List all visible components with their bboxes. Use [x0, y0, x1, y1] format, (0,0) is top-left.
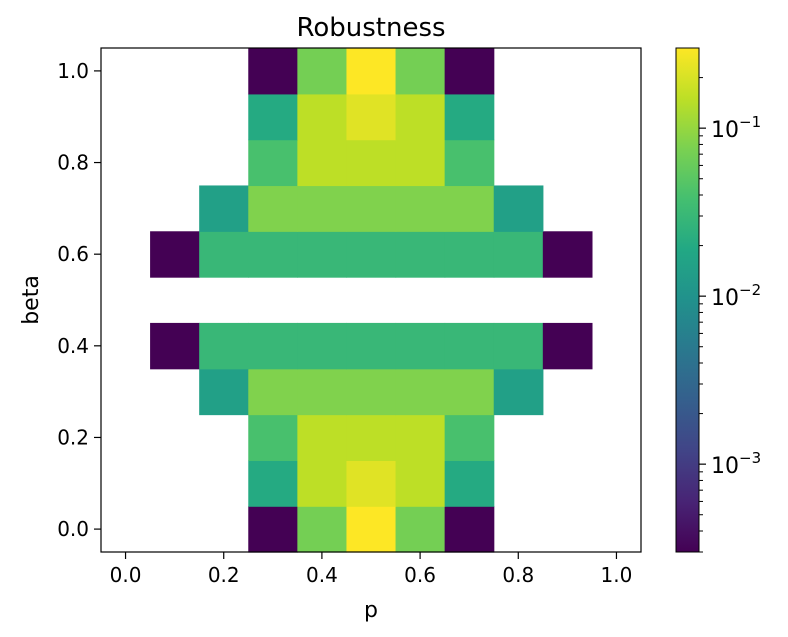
heatmap-cell — [297, 93, 348, 141]
heatmap-cell — [248, 322, 298, 370]
colorbar-tick-label: 10−3 — [711, 449, 761, 479]
heatmap-cell — [346, 139, 397, 187]
heatmap-cell — [346, 322, 397, 370]
heatmap-cells — [150, 48, 593, 553]
heatmap-cell — [297, 48, 348, 95]
heatmap-cell — [444, 231, 495, 278]
colorbar — [675, 47, 700, 553]
x-tick-label: 0.8 — [502, 563, 534, 587]
colorbar-tick-label: 10−1 — [711, 113, 761, 143]
colorbar-axis: 10−3 10−2 10−1 — [699, 77, 761, 553]
heatmap-cell — [297, 414, 348, 461]
y-tick-label: 1.0 — [57, 59, 89, 83]
heatmap-cell — [346, 414, 397, 461]
heatmap-cell — [444, 93, 495, 141]
heatmap-cell — [444, 185, 495, 232]
heatmap-cell — [346, 506, 397, 553]
heatmap-cell — [248, 414, 298, 461]
heatmap-cell — [150, 322, 200, 370]
heatmap-cell — [542, 322, 593, 370]
y-axis-label: beta — [19, 275, 44, 325]
chart-title: Robustness — [296, 13, 445, 43]
y-tick-label: 0.6 — [57, 242, 89, 266]
heatmap-cell — [395, 506, 446, 553]
heatmap-cell — [493, 185, 544, 232]
heatmap-cell — [199, 231, 249, 278]
heatmap-cell — [199, 368, 249, 416]
heatmap-cell — [297, 368, 348, 416]
plot-frame — [100, 47, 642, 553]
x-tick-label: 1.0 — [601, 563, 633, 587]
heatmap-cell — [395, 185, 446, 232]
heatmap-cell — [493, 231, 544, 278]
heatmap-cell — [395, 231, 446, 278]
heatmap-cell — [297, 231, 348, 278]
heatmap-cell — [248, 460, 298, 507]
x-axis: 0.0 0.2 0.4 0.6 0.8 1.0 — [110, 552, 633, 587]
heatmap-cell — [444, 460, 495, 507]
y-tick-label: 0.4 — [57, 334, 89, 358]
y-tick-label: 0.2 — [57, 425, 89, 449]
heatmap-cell — [346, 93, 397, 141]
heatmap-cell — [346, 185, 397, 232]
heatmap-cell — [444, 414, 495, 461]
heatmap-cell — [493, 322, 544, 370]
heatmap-cell — [395, 322, 446, 370]
heatmap-cell — [444, 48, 495, 95]
colorbar-tick-label: 10−2 — [711, 281, 761, 311]
heatmap-cell — [297, 460, 348, 507]
heatmap-cell — [248, 48, 298, 95]
heatmap-cell — [199, 322, 249, 370]
heatmap-cell — [395, 368, 446, 416]
heatmap-cell — [248, 139, 298, 187]
x-tick-label: 0.6 — [404, 563, 436, 587]
heatmap-cell — [248, 185, 298, 232]
heatmap-cell — [444, 322, 495, 370]
x-tick-label: 0.4 — [306, 563, 338, 587]
heatmap-cell — [395, 414, 446, 461]
heatmap-cell — [395, 460, 446, 507]
x-tick-label: 0.2 — [208, 563, 240, 587]
heatmap-cell — [346, 48, 397, 95]
heatmap-cell — [346, 231, 397, 278]
heatmap-cell — [395, 93, 446, 141]
y-tick-label: 0.8 — [57, 151, 89, 175]
heatmap-cell — [444, 139, 495, 187]
heatmap-cell — [395, 48, 446, 95]
heatmap-cell — [248, 368, 298, 416]
heatmap-cell — [297, 506, 348, 553]
heatmap-cell — [248, 93, 298, 141]
heatmap-cell — [444, 368, 495, 416]
heatmap-cell — [542, 231, 593, 278]
heatmap-cell — [150, 231, 200, 278]
heatmap-cell — [199, 185, 249, 232]
heatmap-cell — [493, 368, 544, 416]
heatmap-cell — [297, 139, 348, 187]
heatmap-cell — [297, 322, 348, 370]
x-axis-label: p — [364, 598, 378, 623]
heatmap-cell — [444, 506, 495, 553]
heatmap-cell — [248, 231, 298, 278]
heatmap-cell — [346, 460, 397, 507]
heatmap-cell — [346, 368, 397, 416]
heatmap-cell — [248, 506, 298, 553]
y-tick-label: 0.0 — [57, 517, 89, 541]
heatmap-cell — [297, 185, 348, 232]
heatmap-cell — [395, 139, 446, 187]
x-tick-label: 0.0 — [110, 563, 142, 587]
y-axis: 0.0 0.2 0.4 0.6 0.8 1.0 — [57, 59, 101, 541]
